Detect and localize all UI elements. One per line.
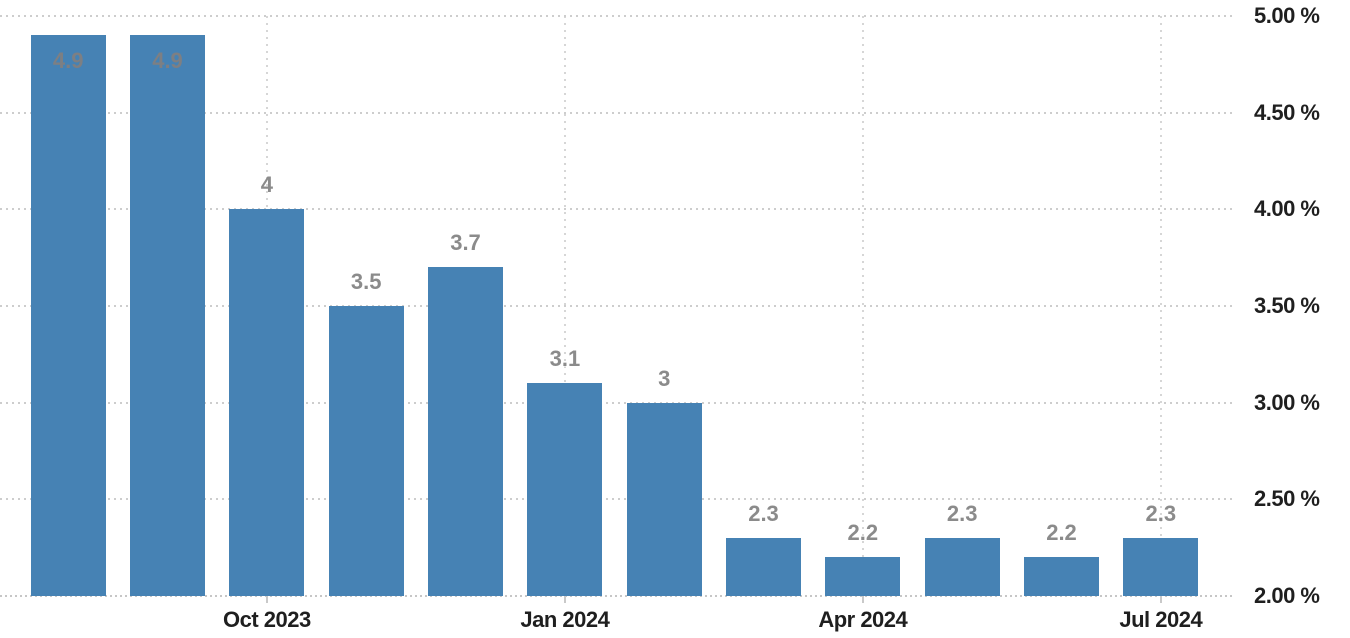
bar[interactable] [726,538,801,596]
horizontal-gridline [0,305,1232,307]
x-axis-tick-label: Jul 2024 [1119,607,1203,632]
bar-value-label: 2.3 [1145,501,1177,526]
y-axis-tick-label: 5.00 % [1254,3,1320,28]
x-axis-tick-label: Oct 2023 [223,607,311,632]
bar-value-label: 3.5 [350,269,382,294]
x-axis-line [0,595,1232,597]
y-axis-tick-label: 3.00 % [1254,389,1320,415]
y-axis-tick-label: 4.00 % [1254,196,1320,222]
bar-value-label: 4 [260,172,274,198]
bar-value-label: 2.2 [847,520,879,546]
horizontal-gridline [0,15,1232,17]
x-axis-tick-label: Apr 2024 [818,607,908,632]
bar[interactable] [527,383,603,596]
bar-value-label: 2.2 [1046,520,1077,546]
x-axis-tick [861,596,864,603]
bar-value-label: 2.3 [748,501,779,526]
bar[interactable] [626,402,702,596]
bar[interactable] [428,267,503,596]
bar-value-label: 3.1 [549,346,581,372]
horizontal-gridline [0,401,1232,404]
bar-value-label: 4.9 [152,48,183,74]
x-axis-tick [1159,596,1162,603]
x-axis-tick [563,596,566,603]
horizontal-gridline [0,498,1232,501]
y-axis-tick-label: 2.00 % [1254,583,1320,608]
bar[interactable] [1024,557,1099,596]
bar-value-label: 3 [658,365,671,391]
bar-value-label: 2.3 [946,501,978,526]
bar[interactable] [328,306,404,596]
x-axis-tick [265,596,268,603]
bar-value-label: 3.7 [450,230,481,256]
horizontal-gridline [0,111,1232,114]
y-axis-tick-label: 3.50 % [1254,293,1320,318]
bar[interactable] [30,35,106,596]
bar[interactable] [924,538,1000,596]
bar[interactable] [229,209,305,596]
x-axis-tick-label: Jan 2024 [520,607,610,632]
bar-value-label: 4.9 [52,48,84,74]
horizontal-gridline [0,208,1232,211]
y-axis-tick-label: 4.50 % [1254,99,1320,125]
bar[interactable] [130,35,205,596]
bar[interactable] [1123,538,1199,596]
bar[interactable] [825,557,901,596]
y-axis-tick-label: 2.50 % [1254,486,1320,512]
